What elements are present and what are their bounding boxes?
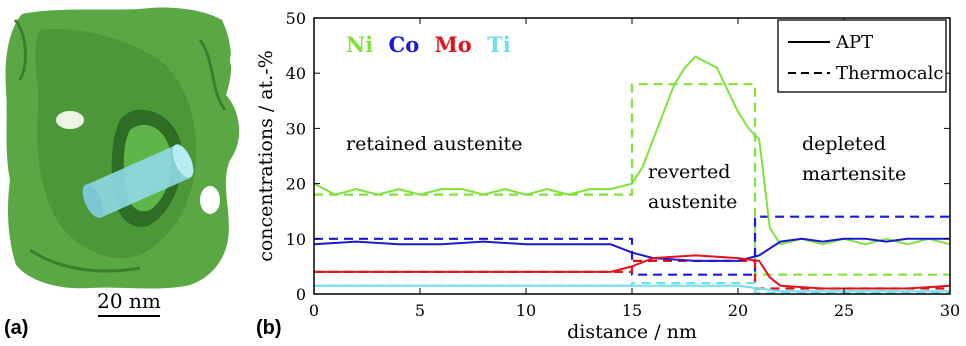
precipitate-surface <box>5 7 246 289</box>
y-tick-label: 10 <box>286 230 306 249</box>
y-tick-label: 0 <box>296 285 306 304</box>
element-labels: Ni Co Mo Ti <box>346 32 511 57</box>
annotation-reverted-austenite-line1: reverted <box>648 161 730 183</box>
scale-bar-label: 20 nm <box>97 289 161 313</box>
legend: APT Thermocalc <box>777 19 947 93</box>
panel-a: 20 nm (a) <box>0 0 250 342</box>
y-tick-label: 50 <box>286 9 306 28</box>
series-layer <box>314 55 950 294</box>
x-tick-label: 5 <box>415 301 425 320</box>
panel-a-label: (a) <box>4 317 28 339</box>
x-tick-label: 25 <box>834 301 854 320</box>
x-tick-label: 10 <box>516 301 536 320</box>
annotation-reverted-austenite-line2: austenite <box>648 191 737 213</box>
concentration-profile-chart: 0 5 10 15 20 25 30 0 10 20 30 40 50 concentrations /… <box>255 9 961 343</box>
annotation-retained-austenite: retained austenite <box>346 133 522 155</box>
legend-box <box>777 19 947 93</box>
annotation-depleted-martensite-line2: martensite <box>802 163 906 185</box>
x-tick-label: 0 <box>309 301 319 320</box>
panel-b: 0 5 10 15 20 25 30 0 10 20 30 40 50 concentrations /… <box>250 0 966 343</box>
y-axis-label: concentrations / at.-% <box>255 50 277 262</box>
x-tick-label: 15 <box>622 301 642 320</box>
series-ti-dashed <box>314 281 950 294</box>
legend-label-apt: APT <box>835 32 873 53</box>
analysis-cylinder <box>82 144 194 218</box>
x-tick-label: 30 <box>940 301 960 320</box>
element-label-ni: Ni <box>346 32 373 57</box>
series-mo-solid <box>314 254 950 290</box>
ticks-layer: 0 5 10 15 20 25 30 0 10 20 30 40 50 <box>286 9 961 320</box>
x-axis-label: distance / nm <box>567 321 697 342</box>
x-tick-label: 20 <box>728 301 748 320</box>
panel-b-label: (b) <box>256 317 282 339</box>
y-tick-label: 30 <box>286 119 306 138</box>
element-label-ti: Ti <box>487 32 511 57</box>
element-label-mo: Mo <box>435 32 472 57</box>
annotation-depleted-martensite-line1: depleted <box>802 133 886 155</box>
apt-reconstruction-image: 20 nm (a) <box>0 0 250 342</box>
y-tick-label: 40 <box>286 64 306 83</box>
y-tick-label: 20 <box>286 175 306 194</box>
series-ni-solid <box>314 55 950 246</box>
element-label-co: Co <box>389 32 420 57</box>
series-co-solid <box>314 237 950 262</box>
legend-label-thermocalc: Thermocalc <box>836 63 943 84</box>
series-ti-solid <box>314 284 950 293</box>
